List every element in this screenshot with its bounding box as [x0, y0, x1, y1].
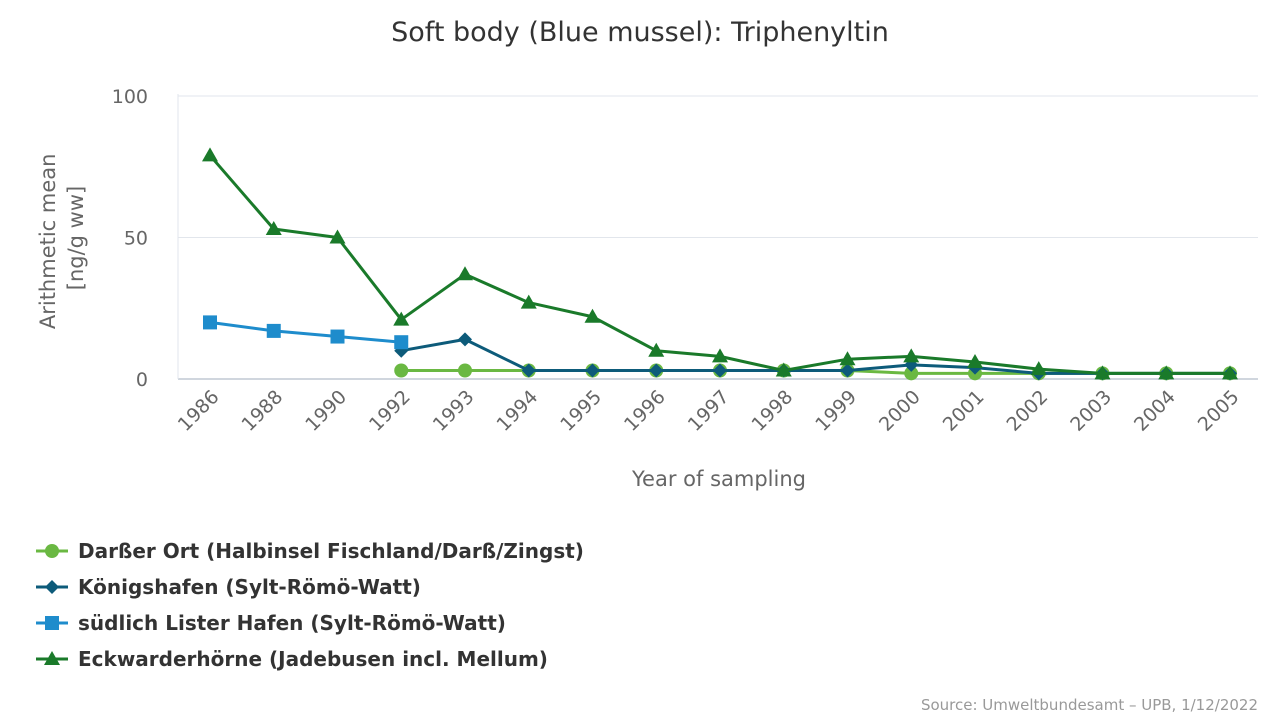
- y-axis-ticks: 0 50 100: [112, 86, 148, 391]
- data-point: [775, 362, 792, 377]
- y-axis-label: Arithmetic mean [ng/g ww]: [36, 147, 88, 329]
- y-axis-label-line-2: [ng/g ww]: [64, 186, 88, 290]
- x-tick-label: 2004: [1130, 386, 1180, 436]
- series-4: [202, 147, 1238, 380]
- legend-label: Darßer Ort (Halbinsel Fischland/Darß/Zin…: [78, 539, 584, 563]
- source-credit: Source: Umweltbundesamt – UPB, 1/12/2022: [921, 696, 1258, 714]
- x-tick-label: 1995: [556, 386, 606, 436]
- legend-item-3[interactable]: südlich Lister Hafen (Sylt-Römö-Watt): [36, 611, 506, 635]
- series-layer: [202, 147, 1238, 381]
- data-point: [329, 229, 346, 244]
- series-line: [208, 154, 1230, 375]
- legend-item-2[interactable]: Königshafen (Sylt-Römö-Watt): [36, 575, 421, 599]
- y-axis-label-line-1: Arithmetic mean: [36, 154, 60, 330]
- data-point: [458, 332, 472, 347]
- x-tick-label: 2005: [1194, 386, 1244, 436]
- x-tick-label: 2001: [939, 386, 989, 436]
- x-tick-label: 1988: [238, 386, 288, 436]
- legend-label: südlich Lister Hafen (Sylt-Römö-Watt): [78, 611, 506, 635]
- grid: [177, 94, 1258, 380]
- x-tick-label: 1986: [174, 386, 224, 436]
- x-tick-label: 1994: [493, 386, 543, 436]
- data-point: [393, 311, 410, 326]
- data-point: [903, 348, 920, 363]
- data-point: [521, 363, 536, 378]
- x-tick-label: 1997: [684, 386, 734, 436]
- legend-marker: [45, 580, 59, 594]
- y-tick-label: 100: [112, 86, 148, 108]
- x-tick-label: 2002: [1003, 386, 1053, 436]
- data-point: [649, 363, 664, 378]
- legend-marker: [45, 616, 59, 630]
- data-point: [840, 363, 855, 378]
- data-point: [584, 308, 601, 323]
- x-tick-label: 1996: [620, 386, 670, 436]
- data-point: [1030, 361, 1047, 376]
- legend: Darßer Ort (Halbinsel Fischland/Darß/Zin…: [36, 539, 584, 671]
- data-point: [458, 363, 472, 378]
- data-point: [839, 351, 856, 366]
- x-axis-label: Year of sampling: [631, 467, 806, 491]
- data-point: [713, 363, 727, 378]
- data-point: [266, 323, 281, 338]
- x-tick-label: 1992: [365, 386, 415, 436]
- data-point: [967, 354, 983, 369]
- x-tick-label: 1999: [811, 386, 861, 436]
- legend-label: Eckwarderhörne (Jadebusen incl. Mellum): [78, 647, 548, 671]
- series-3: [203, 315, 409, 350]
- legend-label: Königshafen (Sylt-Römö-Watt): [78, 575, 421, 599]
- data-point: [457, 266, 473, 281]
- legend-marker: [45, 544, 59, 558]
- legend-item-1[interactable]: Darßer Ort (Halbinsel Fischland/Darß/Zin…: [36, 539, 584, 563]
- x-tick-label: 2000: [875, 386, 925, 436]
- data-point: [1094, 365, 1111, 380]
- data-point: [904, 366, 919, 381]
- series-line: [209, 320, 402, 344]
- data-point: [585, 363, 600, 378]
- legend-item-4[interactable]: Eckwarderhörne (Jadebusen incl. Mellum): [36, 647, 548, 671]
- x-tick-label: 1998: [748, 386, 798, 436]
- data-point: [394, 363, 409, 378]
- x-axis-ticks: 1986 1988 1990 1992 1993 1994 1995 1996 1997 1998…: [174, 386, 1244, 436]
- data-point: [712, 348, 728, 363]
- data-point: [265, 221, 282, 236]
- data-point: [520, 294, 537, 309]
- chart-title: Soft body (Blue mussel): Triphenyltin: [391, 17, 889, 48]
- x-tick-label: 2003: [1066, 386, 1116, 436]
- data-point: [394, 335, 409, 350]
- data-point: [1158, 365, 1175, 380]
- data-point: [330, 329, 345, 344]
- data-point: [1222, 365, 1238, 380]
- y-tick-label: 50: [124, 228, 148, 250]
- x-tick-label: 1990: [301, 386, 351, 436]
- x-tick-label: 1993: [429, 386, 479, 436]
- y-tick-label: 0: [136, 369, 148, 391]
- data-point: [203, 315, 217, 330]
- legend-marker: [44, 651, 60, 665]
- data-point: [202, 147, 218, 162]
- data-point: [648, 342, 665, 357]
